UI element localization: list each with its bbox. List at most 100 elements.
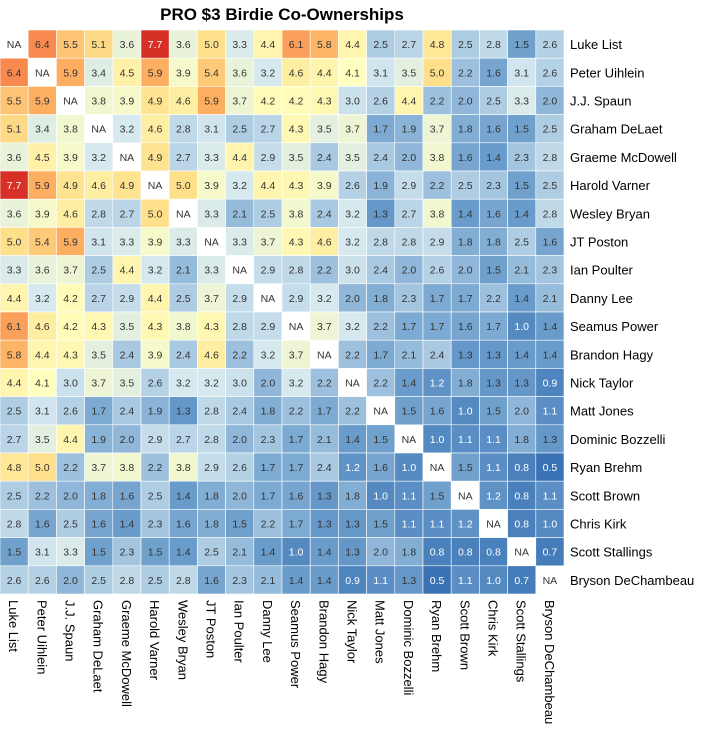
cell-value-label: 5.1 [7, 124, 22, 136]
cell-value-label: 1.3 [402, 575, 417, 587]
cell-value-label: 2.7 [7, 434, 22, 446]
cell-value-label: 4.8 [7, 462, 22, 474]
cell-value-label: 3.2 [204, 378, 219, 390]
heatmap-cell [422, 255, 452, 285]
cell-value-label: 4.3 [148, 321, 163, 333]
row-label: Harold Varner [570, 178, 651, 193]
cell-value-label: 4.3 [289, 124, 304, 136]
cell-value-label: 2.5 [543, 180, 558, 192]
cell-value-label: 1.4 [514, 293, 529, 305]
heatmap-cell [56, 283, 85, 313]
cell-value-label: 1.3 [317, 519, 332, 531]
row-label: Graham DeLaet [570, 122, 663, 137]
cell-value-label: 3.3 [120, 237, 135, 249]
cell-value-label: 1.7 [373, 124, 388, 136]
heatmap-cell [309, 368, 339, 397]
heatmap-cell [450, 396, 480, 426]
cell-value-label: 2.8 [176, 575, 191, 587]
cell-value-label: 3.7 [430, 124, 445, 136]
cell-value-label: 3.4 [35, 124, 50, 136]
cell-value-label: 4.4 [63, 434, 78, 446]
cell-value-label: 2.9 [261, 265, 276, 277]
heatmap-cell [197, 86, 226, 115]
heatmap-cell [422, 480, 452, 510]
cell-value-label: NA [317, 349, 332, 361]
cell-value-label: 1.7 [458, 293, 473, 305]
cell-value-label: 1.2 [345, 462, 360, 474]
cell-value-label: 0.7 [514, 575, 529, 587]
cell-value-label: 2.5 [514, 237, 529, 249]
heatmap-cell [366, 452, 396, 482]
heatmap-cell [366, 283, 396, 313]
heatmap-cell [422, 509, 452, 538]
cell-value-label: 1.0 [458, 406, 473, 418]
row-label: Scott Brown [570, 488, 640, 503]
cell-value-label: 1.3 [345, 519, 360, 531]
row-label: Brandon Hagy [570, 347, 654, 362]
heatmap-cell [225, 311, 255, 341]
heatmap-cell [394, 339, 424, 369]
heatmap-cell [450, 339, 480, 369]
column-label: Wesley Bryan [175, 600, 190, 680]
cell-value-label: 1.4 [486, 152, 501, 164]
cell-value-label: 5.9 [35, 180, 50, 192]
heatmap-cell [253, 452, 283, 482]
cell-value-label: 2.8 [204, 434, 219, 446]
cell-value-label: 3.3 [204, 265, 219, 277]
heatmap-cell [338, 368, 367, 397]
heatmap-cell [56, 142, 85, 172]
cell-value-label: 1.4 [176, 490, 191, 502]
heatmap-cell [84, 170, 114, 200]
cell-value-label: 4.6 [91, 180, 106, 192]
heatmap-cell [56, 509, 85, 538]
cell-value-label: 2.8 [543, 208, 558, 220]
column-label: JT Poston [204, 600, 219, 658]
cell-value-label: 1.5 [514, 180, 529, 192]
cell-value-label: 1.8 [91, 490, 106, 502]
cell-value-label: 2.2 [261, 519, 276, 531]
cell-value-label: 2.1 [261, 575, 276, 587]
cell-value-label: 1.6 [35, 519, 50, 531]
heatmap-cell [394, 57, 424, 87]
cell-value-label: 4.3 [317, 96, 332, 108]
column-label: Bryson DeChambeau [542, 600, 557, 724]
cell-value-label: 1.6 [289, 490, 304, 502]
cell-value-label: 1.4 [543, 321, 558, 333]
heatmap-cell [0, 509, 29, 538]
heatmap-cell [507, 452, 537, 482]
cell-value-label: 1.1 [402, 519, 417, 531]
heatmap-cell [168, 311, 198, 341]
cell-value-label: 1.0 [373, 490, 388, 502]
cell-value-label: 1.6 [430, 406, 445, 418]
cell-value-label: 4.9 [120, 180, 135, 192]
cell-value-label: 2.0 [402, 152, 417, 164]
heatmap-cell [253, 198, 283, 228]
cell-value-label: 1.5 [373, 434, 388, 446]
column-label: Graham DeLaet [91, 600, 106, 693]
cell-value-label: 1.1 [430, 519, 445, 531]
cell-value-label: 2.5 [458, 39, 473, 51]
heatmap-cell [479, 339, 508, 369]
cell-value-label: 1.5 [91, 547, 106, 559]
cell-value-label: 3.7 [317, 321, 332, 333]
heatmap-cell [140, 396, 170, 426]
heatmap-cell [535, 142, 565, 172]
row-label: Ryan Brehm [570, 460, 642, 475]
cell-value-label: 3.9 [35, 208, 50, 220]
cell-value-label: 3.2 [120, 124, 135, 136]
cell-value-label: 0.8 [514, 490, 529, 502]
heatmap-cell [366, 537, 396, 567]
cell-value-label: NA [289, 321, 304, 333]
heatmap-cell [197, 480, 226, 510]
cell-value-label: 3.9 [204, 180, 219, 192]
row-label: Graeme McDowell [570, 150, 677, 165]
cell-value-label: NA [35, 67, 50, 79]
cell-value-label: 4.2 [289, 96, 304, 108]
row-label: J.J. Spaun [570, 94, 631, 109]
cell-value-label: 2.8 [289, 265, 304, 277]
heatmap-cell [507, 368, 537, 397]
heatmap-cell [366, 339, 396, 369]
column-label: Ian Poulter [232, 600, 247, 664]
cell-value-label: 4.9 [148, 96, 163, 108]
heatmap-cell [507, 29, 537, 59]
